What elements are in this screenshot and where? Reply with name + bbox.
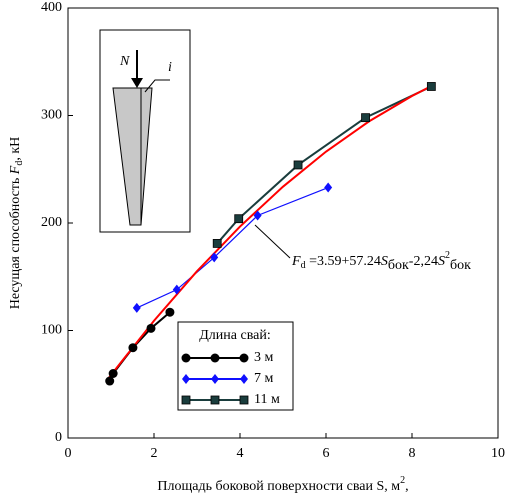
y-tick-label: 200: [41, 215, 62, 230]
annotation-part: d: [301, 260, 306, 271]
y-label-part: F: [8, 165, 23, 175]
diagram-label: i: [168, 60, 172, 75]
legend-box: [177, 321, 294, 411]
y-label-part: , кН: [8, 137, 23, 161]
x-tick-label: 2: [151, 446, 158, 461]
x-label-part: Площадь боковой поверхности сваи S, м: [157, 479, 400, 494]
legend-label: 7 м: [254, 371, 274, 386]
x-tick-label: 0: [65, 446, 72, 461]
legend-label: 11 м: [254, 392, 280, 407]
marker: [361, 113, 370, 123]
annotation-part: 2: [445, 250, 450, 261]
marker: [253, 210, 262, 221]
x-tick-label: 10: [491, 446, 505, 461]
annotation-part: S: [381, 254, 388, 269]
marker: [239, 353, 249, 363]
marker: [146, 323, 156, 333]
y-tick-label: 400: [41, 0, 62, 15]
legend-title: Длина свай:: [199, 328, 270, 343]
marker: [165, 307, 175, 317]
marker: [182, 374, 190, 384]
annotation-part: -2,24: [409, 254, 438, 269]
marker: [105, 376, 115, 386]
x-tick-label: 8: [409, 446, 416, 461]
legend: Длина свай: 3 м 7 м 11 м: [177, 321, 294, 411]
marker: [132, 302, 141, 313]
marker: [128, 343, 138, 353]
y-label-part: d: [14, 161, 25, 166]
diagram-label: N: [119, 54, 130, 69]
annotation: Fd =3.59+57.24Sбок-2,24S2бок: [291, 250, 471, 273]
x-tick-label: 4: [237, 446, 244, 461]
marker: [240, 374, 248, 384]
annotation-part: F: [291, 254, 301, 269]
marker: [293, 160, 303, 170]
series-line: [108, 311, 171, 382]
inset-diagram: N i: [99, 29, 191, 233]
annotation-part: бок: [388, 258, 409, 273]
annotation-part: S: [438, 254, 445, 269]
series-line: [216, 85, 432, 245]
marker: [210, 395, 220, 405]
annotation-leader: [254, 224, 291, 259]
marker: [212, 239, 222, 248]
marker: [181, 353, 191, 363]
legend-label: 3 м: [254, 350, 274, 365]
marker: [210, 353, 220, 363]
y-tick-label: 0: [55, 430, 62, 445]
annotation-part: =3.59+57.24: [306, 254, 381, 269]
y-tick-label: 300: [41, 108, 62, 123]
y-tick-label: 100: [41, 323, 62, 338]
marker: [426, 82, 436, 91]
marker: [108, 369, 118, 378]
marker: [239, 395, 249, 405]
x-label-part: 2: [400, 475, 405, 486]
y-axis-label: Несущая способность Fd, кН: [8, 137, 25, 310]
marker: [210, 252, 219, 263]
marker: [234, 214, 244, 224]
x-label-part: ,: [405, 479, 409, 494]
y-label-part: Несущая способность: [8, 174, 23, 309]
marker: [211, 374, 219, 384]
marker: [172, 284, 181, 295]
annotation-part: бок: [450, 258, 471, 273]
x-axis-label: Площадь боковой поверхности сваи S, м2,: [157, 475, 408, 494]
marker: [181, 395, 191, 405]
marker: [324, 182, 333, 193]
x-tick-label: 6: [323, 446, 330, 461]
